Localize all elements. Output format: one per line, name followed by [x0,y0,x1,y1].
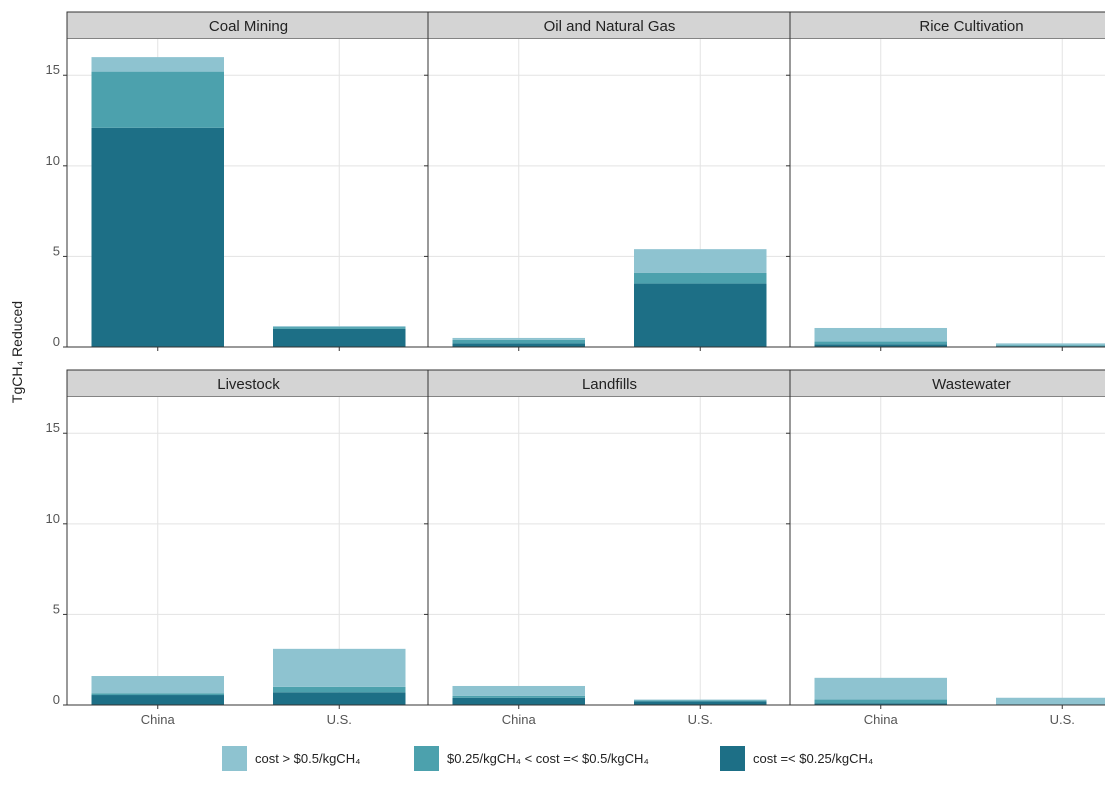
bar-china-low [452,343,585,347]
legend-swatch [414,746,439,771]
bar-u-s-mid [273,327,406,329]
bar-u-s-low [273,328,406,347]
bars [452,249,767,347]
bar-china-low [91,127,224,347]
x-tick-label: China [141,712,176,727]
bar-china-low [452,697,585,705]
x-tick-label: China [502,712,537,727]
panel-coal-mining: Coal Mining 0 5 10 15 [46,11,431,351]
legend-item-high: cost > $0.5/kgCH₄ [222,746,360,771]
panel-livestock: Livestock 0 5 10 15 China U.S. [46,369,431,727]
y-axis-label: TgCH₄ Reduced [9,301,25,403]
panel-wastewater: Wastewater China U.S. [786,369,1105,727]
panel-background [790,397,1105,705]
panel-strip [789,369,1105,398]
panel-landfills: Landfills China U.S. [424,369,792,727]
bar-u-s-high [634,249,767,273]
y-tick-label: 10 [46,153,60,168]
panel-strip [789,11,1105,40]
bar-u-s-high [273,648,406,687]
legend-swatch [222,746,247,771]
legend: cost > $0.5/kgCH₄ $0.25/kgCH₄ < cost =< $… [222,746,873,771]
bar-china-mid [452,339,585,344]
legend-swatch [720,746,745,771]
bar-u-s-high [634,699,767,701]
bar-u-s-mid [634,700,767,702]
bar-u-s-high [996,697,1105,705]
legend-item-mid: $0.25/kgCH₄ < cost =< $0.5/kgCH₄ [414,746,649,771]
x-tick-label: China [864,712,899,727]
facet-panels: Coal Mining 0 5 10 15 Oil and Natural Gas Rice… [46,11,1105,727]
bar-u-s-mid [996,345,1105,347]
panel-title: Coal Mining [209,18,288,35]
bars [814,677,1105,705]
bars [91,57,406,347]
bar-u-s-low [273,692,406,705]
bars [91,648,406,705]
bar-china-mid [91,693,224,696]
y-tick-label: 10 [46,511,60,526]
x-tick-label: U.S. [688,712,713,727]
legend-label: cost =< $0.25/kgCH₄ [753,751,873,766]
bar-u-s-mid [273,686,406,693]
panel-oil-and-natural-gas: Oil and Natural Gas [424,11,792,351]
panel-rice-cultivation: Rice Cultivation [786,11,1105,351]
bar-china-low [814,344,947,347]
bar-u-s-mid [634,272,767,284]
y-tick-label: 0 [53,334,60,349]
legend-item-low: cost =< $0.25/kgCH₄ [720,746,873,771]
x-tick-label: U.S. [327,712,352,727]
panel-title: Wastewater [932,376,1011,393]
y-tick-label: 5 [53,601,60,616]
y-tick-label: 5 [53,243,60,258]
bar-china-mid [91,71,224,128]
bar-china-high [91,676,224,694]
y-tick-label: 15 [46,62,60,77]
bar-china-high [814,327,947,342]
panel-title: Landfills [582,376,637,393]
panel-strip [66,11,431,40]
panel-title: Livestock [217,376,280,393]
bar-china-low [814,703,947,705]
bar-china-low [91,695,224,705]
bar-china-high [452,685,585,696]
bar-china-mid [814,699,947,704]
bar-china-high [814,677,947,700]
y-tick-label: 0 [53,692,60,707]
legend-label: cost > $0.5/kgCH₄ [255,751,360,766]
panel-strip [427,369,792,398]
y-tick-label: 15 [46,420,60,435]
panel-title: Rice Cultivation [919,18,1023,35]
panel-title: Oil and Natural Gas [544,18,676,35]
panel-background [428,397,791,705]
bar-china-mid [452,695,585,698]
bar-china-high [91,57,224,72]
bars [452,685,767,705]
panel-background [790,39,1105,347]
bar-china-mid [814,341,947,345]
x-tick-label: U.S. [1050,712,1075,727]
bar-u-s-high [996,343,1105,346]
bar-u-s-high [273,326,406,328]
bar-u-s-low [634,701,767,705]
bar-china-high [452,337,585,340]
bar-u-s-low [634,283,767,347]
legend-label: $0.25/kgCH₄ < cost =< $0.5/kgCH₄ [447,751,649,766]
